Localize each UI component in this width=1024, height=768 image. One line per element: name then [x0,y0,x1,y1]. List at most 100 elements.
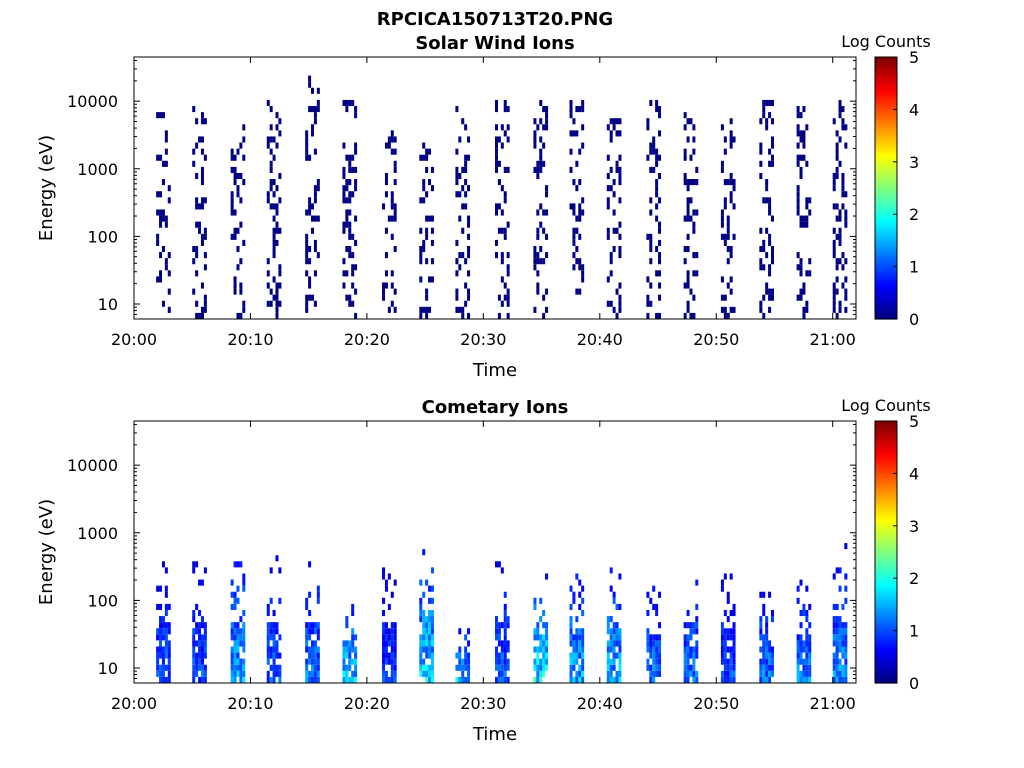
colorbar-segment [875,62,897,66]
heatmap-cell [425,616,429,623]
heatmap-cell [345,185,349,192]
heatmap-cell [770,245,774,253]
colorbar-segment [875,185,897,189]
colorbar-segment [875,633,897,637]
x-axis-ticks: 20:00 20:10 20:20 20:30 20:40 20:50 21:00 [111,57,856,349]
heatmap-cell [393,658,397,665]
heatmap-cell [796,252,800,259]
heatmap-cell [167,288,171,295]
heatmap-cell [689,154,693,161]
heatmap-cell [612,245,616,253]
heatmap-cell [464,191,468,198]
heatmap-cell [692,179,696,186]
heatmap-cell [164,640,168,647]
heatmap-cell [308,670,312,677]
heatmap-cell [467,670,471,677]
heatmap-cell [387,634,391,641]
heatmap-sweep [495,561,510,683]
colorbar-segment [875,570,897,574]
heatmap-cell [796,185,800,192]
heatmap-cell [805,634,809,641]
colorbar-segment [875,156,897,160]
heatmap-cell [313,640,317,647]
heatmap-cell [164,652,168,659]
colorbar-frame [874,420,898,684]
heatmap-cell [533,597,537,604]
colorbar-segment [875,651,897,655]
colorbar-segment [875,468,897,472]
heatmap-cell [838,628,842,635]
heatmap-cell [542,227,546,234]
heatmap-cell [835,233,839,240]
heatmap-cell [652,676,656,683]
heatmap-cell [455,106,459,113]
x-tick-label: 20:40 [577,694,623,713]
heatmap-cell [275,628,279,635]
heatmap-cell [649,597,653,604]
heatmap-cell [723,646,727,653]
colorbar-tick-label: 5 [909,48,919,67]
heatmap-cell [768,239,772,246]
heatmap-cell [759,591,763,598]
heatmap-cell [726,258,730,265]
heatmap-cell [649,142,653,149]
heatmap-cell [658,197,662,204]
heatmap-cell [159,215,163,222]
heatmap-cell [425,622,429,629]
heatmap-cell [242,306,246,313]
colorbar-segment [875,662,897,666]
heatmap-cell [159,585,163,592]
heatmap-cell [720,652,724,659]
heatmap-cell [393,245,397,253]
heatmap-cell [581,646,585,653]
heatmap-cell [425,670,429,677]
heatmap-cell [618,573,622,580]
heatmap-cell [393,652,397,659]
heatmap-cell [203,670,207,677]
heatmap-cell [723,573,727,580]
heatmap-cell [686,652,690,659]
heatmap-cell [200,203,204,210]
heatmap-cell [838,99,842,107]
colorbar-segment [875,591,897,595]
heatmap-cell [192,658,196,665]
heatmap-cell [305,622,309,629]
heatmap-cell [461,664,465,671]
heatmap-cell [689,215,693,222]
heatmap-cell [533,264,537,271]
heatmap-cell [393,203,397,210]
heatmap-cell [200,634,204,641]
heatmap-cell [838,227,842,234]
heatmap-cell [581,597,585,604]
heatmap-cell [161,658,165,665]
heatmap-cell [506,622,510,629]
heatmap-cell [575,628,579,635]
heatmap-cell [195,561,199,568]
heatmap-cell [159,616,163,623]
heatmap-cell [581,670,585,677]
colorbar-tick-label: 5 [909,412,919,431]
heatmap-cell [729,191,733,198]
heatmap-cell [393,179,397,186]
heatmap-cell [539,258,543,265]
heatmap-cell [192,676,196,683]
heatmap-cell [351,99,355,107]
heatmap-cell [236,664,240,671]
heatmap-cell [765,640,769,647]
heatmap-cell [612,634,616,641]
heatmap-cell [545,209,549,216]
heatmap-cell [686,640,690,647]
colorbar-segment [875,237,897,241]
heatmap-cell [164,676,168,683]
heatmap-cell [278,227,282,234]
heatmap-cell [686,664,690,671]
heatmap-cell [308,203,312,210]
heatmap-cell [762,664,766,671]
heatmap-cell [770,154,774,161]
heatmap-cell [422,306,426,313]
heatmap-cell [618,179,622,186]
heatmap-cell [422,670,426,677]
heatmap-cell [198,664,202,671]
colorbar-segment [875,303,897,307]
heatmap-cell [351,300,355,307]
